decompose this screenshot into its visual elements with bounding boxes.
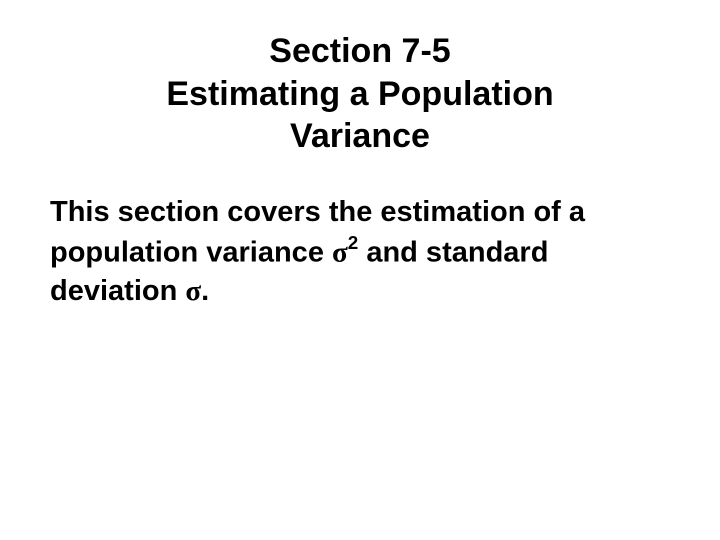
title-line-2: Estimating a Population — [110, 73, 610, 116]
sigma-symbol: σ — [185, 275, 201, 307]
sigma-squared-exponent: 2 — [348, 232, 358, 253]
body-period: . — [201, 275, 209, 307]
body-paragraph: This section covers the estimation of a … — [50, 193, 670, 312]
section-title: Section 7-5 Estimating a Population Vari… — [50, 30, 670, 158]
title-line-3: Variance — [110, 115, 610, 158]
sigma-squared-symbol: σ — [332, 236, 348, 268]
title-line-1: Section 7-5 — [110, 30, 610, 73]
